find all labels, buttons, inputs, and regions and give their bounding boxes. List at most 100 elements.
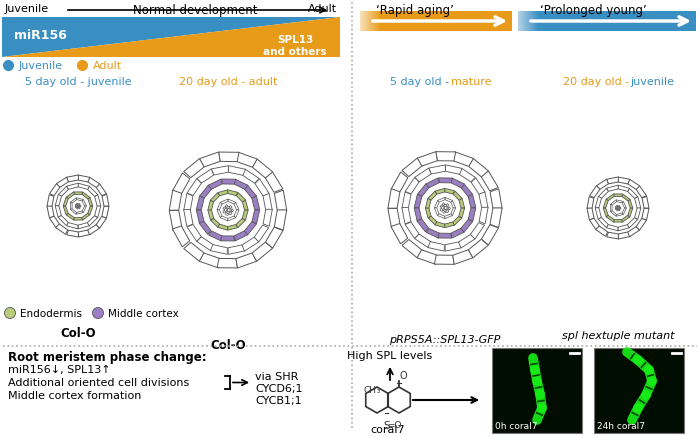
Polygon shape xyxy=(78,184,90,190)
Polygon shape xyxy=(628,209,633,217)
Polygon shape xyxy=(417,152,438,167)
Polygon shape xyxy=(414,169,431,183)
Polygon shape xyxy=(595,208,601,220)
Polygon shape xyxy=(617,210,618,212)
Polygon shape xyxy=(405,178,419,194)
Polygon shape xyxy=(481,171,498,191)
Polygon shape xyxy=(391,173,408,193)
Polygon shape xyxy=(218,225,228,231)
Polygon shape xyxy=(78,176,90,183)
Polygon shape xyxy=(480,208,488,224)
Polygon shape xyxy=(169,191,181,211)
Polygon shape xyxy=(446,210,449,213)
Polygon shape xyxy=(217,203,222,211)
Polygon shape xyxy=(618,225,629,231)
Polygon shape xyxy=(74,218,83,221)
Text: Col-O: Col-O xyxy=(60,326,96,339)
Polygon shape xyxy=(636,186,646,198)
Polygon shape xyxy=(47,207,54,219)
Polygon shape xyxy=(482,225,498,245)
FancyBboxPatch shape xyxy=(524,12,525,32)
Polygon shape xyxy=(263,194,272,211)
Polygon shape xyxy=(199,186,211,199)
Polygon shape xyxy=(451,208,456,216)
FancyBboxPatch shape xyxy=(362,12,363,32)
Polygon shape xyxy=(429,166,445,175)
Polygon shape xyxy=(252,211,260,224)
FancyBboxPatch shape xyxy=(527,12,528,32)
Polygon shape xyxy=(63,207,68,215)
Text: =O: =O xyxy=(387,420,402,429)
FancyBboxPatch shape xyxy=(364,12,365,32)
FancyBboxPatch shape xyxy=(536,12,537,32)
Polygon shape xyxy=(596,226,608,237)
Polygon shape xyxy=(211,219,220,228)
Text: 5 day old - juvenile: 5 day old - juvenile xyxy=(25,77,132,87)
Polygon shape xyxy=(199,222,211,235)
Polygon shape xyxy=(236,254,257,268)
Polygon shape xyxy=(490,208,502,228)
Polygon shape xyxy=(446,204,449,207)
Polygon shape xyxy=(426,229,440,239)
Polygon shape xyxy=(618,186,629,192)
Polygon shape xyxy=(426,208,431,219)
Polygon shape xyxy=(76,212,83,215)
Polygon shape xyxy=(444,223,454,228)
Text: miR156↓, SPL13↑: miR156↓, SPL13↑ xyxy=(8,364,111,374)
Polygon shape xyxy=(228,191,238,196)
Polygon shape xyxy=(82,214,90,221)
Polygon shape xyxy=(228,166,246,176)
Text: Additional oriented cell divisions: Additional oriented cell divisions xyxy=(8,377,189,387)
Polygon shape xyxy=(76,204,78,205)
Polygon shape xyxy=(622,202,626,208)
Polygon shape xyxy=(468,208,476,222)
Polygon shape xyxy=(417,219,428,232)
Polygon shape xyxy=(436,152,456,162)
Polygon shape xyxy=(218,191,228,196)
Polygon shape xyxy=(80,206,81,208)
FancyBboxPatch shape xyxy=(530,12,531,32)
FancyBboxPatch shape xyxy=(367,12,368,32)
Polygon shape xyxy=(635,197,640,208)
FancyBboxPatch shape xyxy=(523,12,524,32)
Polygon shape xyxy=(183,194,193,211)
Polygon shape xyxy=(254,226,269,242)
Polygon shape xyxy=(172,226,190,247)
Polygon shape xyxy=(435,222,444,228)
Text: ‘Rapid aging’: ‘Rapid aging’ xyxy=(376,4,454,17)
Polygon shape xyxy=(209,232,223,241)
Text: CYCD6;1: CYCD6;1 xyxy=(255,383,302,393)
Polygon shape xyxy=(444,205,447,208)
Polygon shape xyxy=(210,193,220,202)
Polygon shape xyxy=(88,207,93,215)
Polygon shape xyxy=(75,207,77,208)
Polygon shape xyxy=(197,170,214,184)
Polygon shape xyxy=(183,210,193,227)
Polygon shape xyxy=(223,207,226,210)
Polygon shape xyxy=(607,233,619,240)
Polygon shape xyxy=(451,179,464,188)
Polygon shape xyxy=(187,179,202,196)
FancyBboxPatch shape xyxy=(535,12,536,32)
Polygon shape xyxy=(77,208,78,209)
Polygon shape xyxy=(610,211,617,217)
Polygon shape xyxy=(461,184,473,197)
FancyBboxPatch shape xyxy=(534,12,535,32)
FancyBboxPatch shape xyxy=(371,12,372,32)
Polygon shape xyxy=(242,201,248,211)
Polygon shape xyxy=(587,197,594,209)
Text: O: O xyxy=(400,370,407,380)
Polygon shape xyxy=(71,203,72,210)
Polygon shape xyxy=(66,176,78,182)
FancyBboxPatch shape xyxy=(525,12,526,32)
Polygon shape xyxy=(228,209,230,212)
Polygon shape xyxy=(610,200,617,205)
Text: Middle cortex: Middle cortex xyxy=(108,308,178,318)
Polygon shape xyxy=(636,219,647,231)
Polygon shape xyxy=(58,187,69,197)
FancyBboxPatch shape xyxy=(363,12,364,32)
Polygon shape xyxy=(217,210,222,218)
Polygon shape xyxy=(265,228,283,248)
Polygon shape xyxy=(405,223,419,239)
Polygon shape xyxy=(617,205,618,207)
